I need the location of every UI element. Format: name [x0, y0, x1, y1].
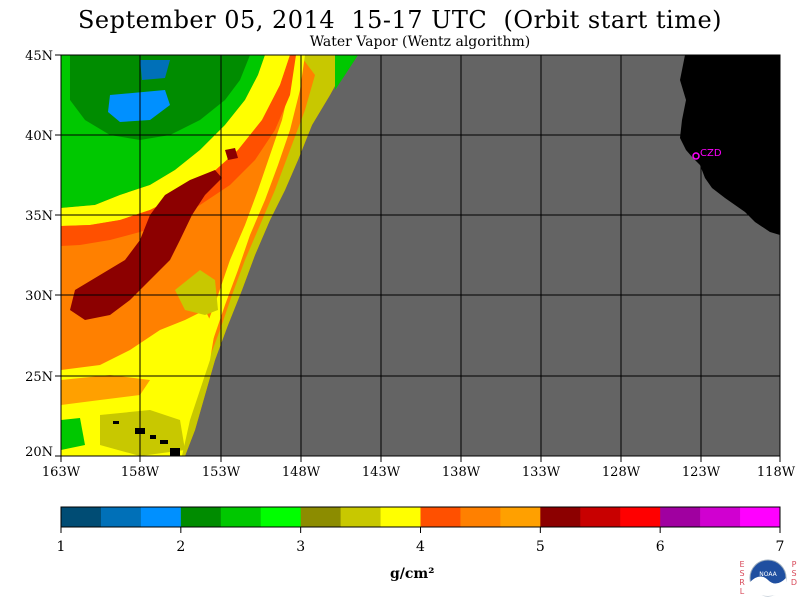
lat-label-45n: 45N — [25, 49, 53, 64]
station-label: CZD — [700, 148, 722, 159]
water-vapor-field — [61, 55, 358, 456]
region-olive-south — [175, 270, 218, 315]
lat-label-20n: 20N — [25, 445, 53, 460]
chart-title: September 05, 2014 15-17 UTC (Orbit star… — [77, 6, 723, 34]
colorbar-swatch — [220, 507, 262, 527]
swath-edge-olive — [175, 55, 352, 456]
region-blue2-north — [140, 60, 170, 80]
latitude-labels: 45N 40N 35N 30N 25N 20N — [25, 49, 53, 460]
station-marker: CZD — [692, 148, 722, 160]
region-orange-south — [61, 375, 150, 405]
lat-label-35n: 35N — [25, 209, 53, 224]
colorbar-tick-label: 7 — [776, 539, 785, 555]
lat-label-40n: 40N — [25, 129, 53, 144]
station-dot — [692, 152, 700, 160]
lon-label-163w: 163W — [42, 465, 81, 480]
colorbar-swatch — [660, 507, 701, 527]
region-green-south — [61, 418, 85, 450]
lon-label-153w: 153W — [202, 465, 241, 480]
land-california — [680, 55, 780, 235]
lon-label-133w: 133W — [522, 465, 561, 480]
colorbar-swatch — [100, 507, 142, 527]
colorbar-swatch — [460, 507, 501, 527]
swath-edge-green — [335, 55, 358, 90]
tick-marks — [55, 54, 781, 462]
map-border — [60, 54, 781, 457]
colorbar — [60, 506, 781, 528]
colorbar-tick-label: 4 — [416, 539, 425, 555]
noaa-emblem: NOAA — [749, 559, 787, 597]
colorbar-swatch — [260, 507, 302, 527]
lon-label-138w: 138W — [442, 465, 481, 480]
lon-label-158w: 158W — [121, 465, 160, 480]
colorbar-units: g/cm² — [390, 566, 435, 582]
region-blue-north — [108, 90, 170, 122]
colorbar-swatch — [500, 507, 541, 527]
colorbar-swatch — [700, 507, 741, 527]
colorbar-tick-label: 6 — [656, 539, 665, 555]
longitude-labels: 163W 158W 153W 148W 143W 138W 133W 128W … — [42, 465, 796, 480]
lon-label-143w: 143W — [362, 465, 401, 480]
colorbar-swatch — [61, 507, 102, 527]
colorbar-swatch — [420, 507, 461, 527]
colorbar-tick-label: 1 — [57, 539, 66, 555]
colorbar-tick-label: 3 — [296, 539, 305, 555]
colorbar-swatch — [580, 507, 621, 527]
colorbar-swatch — [180, 507, 222, 527]
lon-label-128w: 128W — [602, 465, 641, 480]
colorbar-swatch — [540, 507, 581, 527]
colorbar-tick-label: 2 — [176, 539, 185, 555]
lat-label-25n: 25N — [25, 370, 53, 385]
colorbar-swatch — [620, 507, 661, 527]
region-darkred-core — [70, 170, 222, 320]
colorbar-ticks: 1 2 3 4 5 6 7 — [57, 527, 785, 555]
colorbar-swatch — [740, 507, 781, 527]
colorbar-swatch — [380, 507, 421, 527]
colorbar-tick-label: 5 — [536, 539, 545, 555]
graticule — [61, 55, 780, 456]
region-darkred-dots — [225, 148, 238, 160]
lon-label-118w: 118W — [757, 465, 796, 480]
lon-label-123w: 123W — [682, 465, 721, 480]
colorbar-swatch — [340, 507, 382, 527]
colorbar-swatch — [140, 507, 182, 527]
logo-text: NOAA — [759, 571, 777, 578]
colorbar-swatch — [300, 507, 342, 527]
chart-subtitle: Water Vapor (Wentz algorithm) — [309, 34, 531, 50]
lat-label-30n: 30N — [25, 289, 53, 304]
lon-label-148w: 148W — [282, 465, 321, 480]
